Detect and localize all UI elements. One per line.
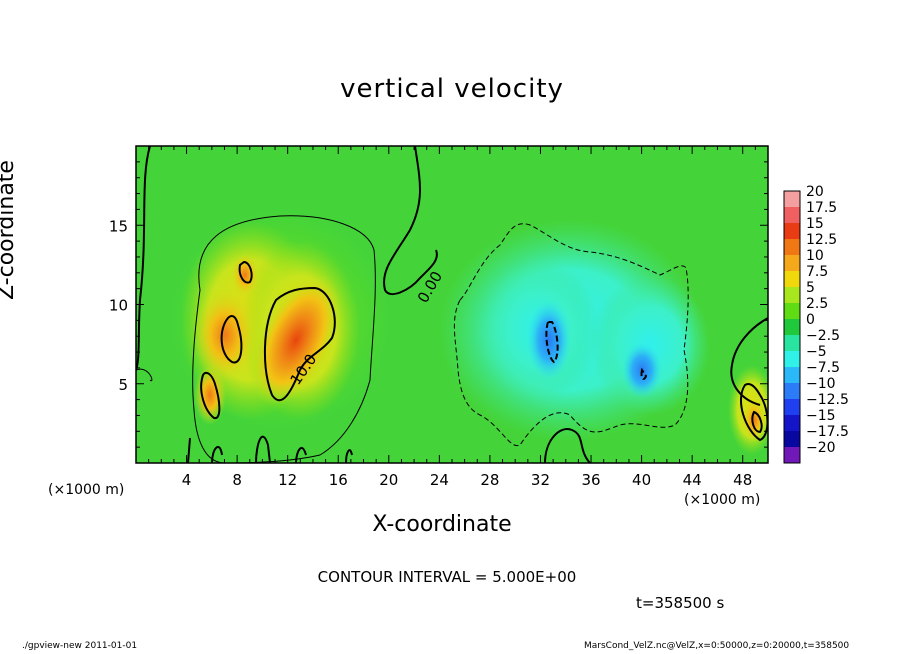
colorbar-swatch <box>784 191 800 208</box>
colorbar-swatch <box>784 319 800 336</box>
colorbar-label: −15 <box>806 408 836 424</box>
colorbar-swatch <box>784 207 800 224</box>
x-tick-label: 40 <box>632 471 651 489</box>
y-axis: 5 10 15 <box>109 161 768 448</box>
colorbar-label: 10 <box>806 248 824 264</box>
colorbar-label: 12.5 <box>806 232 837 248</box>
x-tick-label: 8 <box>232 471 242 489</box>
colorbar-swatch <box>784 255 800 272</box>
y-tick-label: 15 <box>109 217 128 235</box>
colorbar: 2017.51512.5107.552.50−2.5−5−7.5−10−12.5… <box>783 184 849 464</box>
x-tick-label: 36 <box>581 471 600 489</box>
x-axis-title: X-coordinate <box>0 512 904 537</box>
y-axis-title: Z-coordinate <box>0 160 19 300</box>
colorbar-swatch <box>784 383 800 400</box>
x-axis: 4 8 12 16 20 24 28 32 36 40 44 48 <box>148 146 756 489</box>
colorbar-label: 15 <box>806 216 824 232</box>
x-tick-label: 16 <box>329 471 348 489</box>
colorbar-label: −20 <box>806 440 836 456</box>
contour-interval-text: CONTOUR INTERVAL = 5.000E+00 <box>317 568 577 586</box>
colorbar-swatch <box>784 239 800 256</box>
colorbar-swatch <box>784 399 800 416</box>
x-unit-left: (×1000 m) <box>48 482 125 498</box>
colorbar-swatch <box>784 303 800 320</box>
colorbar-frame <box>783 190 801 464</box>
colorbar-swatch <box>784 431 800 448</box>
velocity-field <box>136 146 768 463</box>
colorbar-label: 7.5 <box>806 264 828 280</box>
x-tick-label: 12 <box>278 471 297 489</box>
colorbar-swatch <box>784 223 800 240</box>
x-tick-label: 20 <box>379 471 398 489</box>
y-tick-label: 10 <box>109 297 128 315</box>
colorbar-label: 20 <box>806 184 824 200</box>
colorbar-label: 2.5 <box>806 296 828 312</box>
colorbar-label: −5 <box>806 344 827 360</box>
y-tick-label: 5 <box>118 376 128 394</box>
colorbar-label: −7.5 <box>806 360 840 376</box>
footer-right: MarsCond_VelZ.nc@VelZ,x=0:50000,z=0:2000… <box>584 641 850 651</box>
colorbar-label: 5 <box>806 280 815 296</box>
footer-left: ./gpview-new 2011-01-01 <box>22 641 138 651</box>
colorbar-swatch <box>784 271 800 288</box>
x-tick-label: 4 <box>182 471 192 489</box>
contour-interval: CONTOUR INTERVAL = 5.000E+00 <box>0 568 904 586</box>
colorbar-swatch <box>784 335 800 352</box>
colorbar-label: −12.5 <box>806 392 849 408</box>
x-tick-label: 32 <box>531 471 550 489</box>
chart-title: vertical velocity <box>340 74 564 104</box>
colorbar-label: −17.5 <box>806 424 849 440</box>
colorbar-label: 17.5 <box>806 200 837 216</box>
x-axis-title-text: X-coordinate <box>372 512 512 537</box>
colorbar-swatch <box>784 447 800 464</box>
colorbar-label: −2.5 <box>806 328 840 344</box>
colorbar-label: −10 <box>806 376 836 392</box>
colorbar-swatch <box>784 367 800 384</box>
x-tick-label: 24 <box>430 471 449 489</box>
x-tick-label: 28 <box>480 471 499 489</box>
x-tick-label: 48 <box>733 471 752 489</box>
colorbar-swatch <box>784 287 800 304</box>
colorbar-swatch <box>784 351 800 368</box>
time-stamp: t=358500 s <box>636 594 725 612</box>
colorbar-swatch <box>784 415 800 432</box>
x-unit-right: (×1000 m) <box>684 492 761 508</box>
x-tick-label: 44 <box>683 471 702 489</box>
colorbar-label: 0 <box>806 312 815 328</box>
